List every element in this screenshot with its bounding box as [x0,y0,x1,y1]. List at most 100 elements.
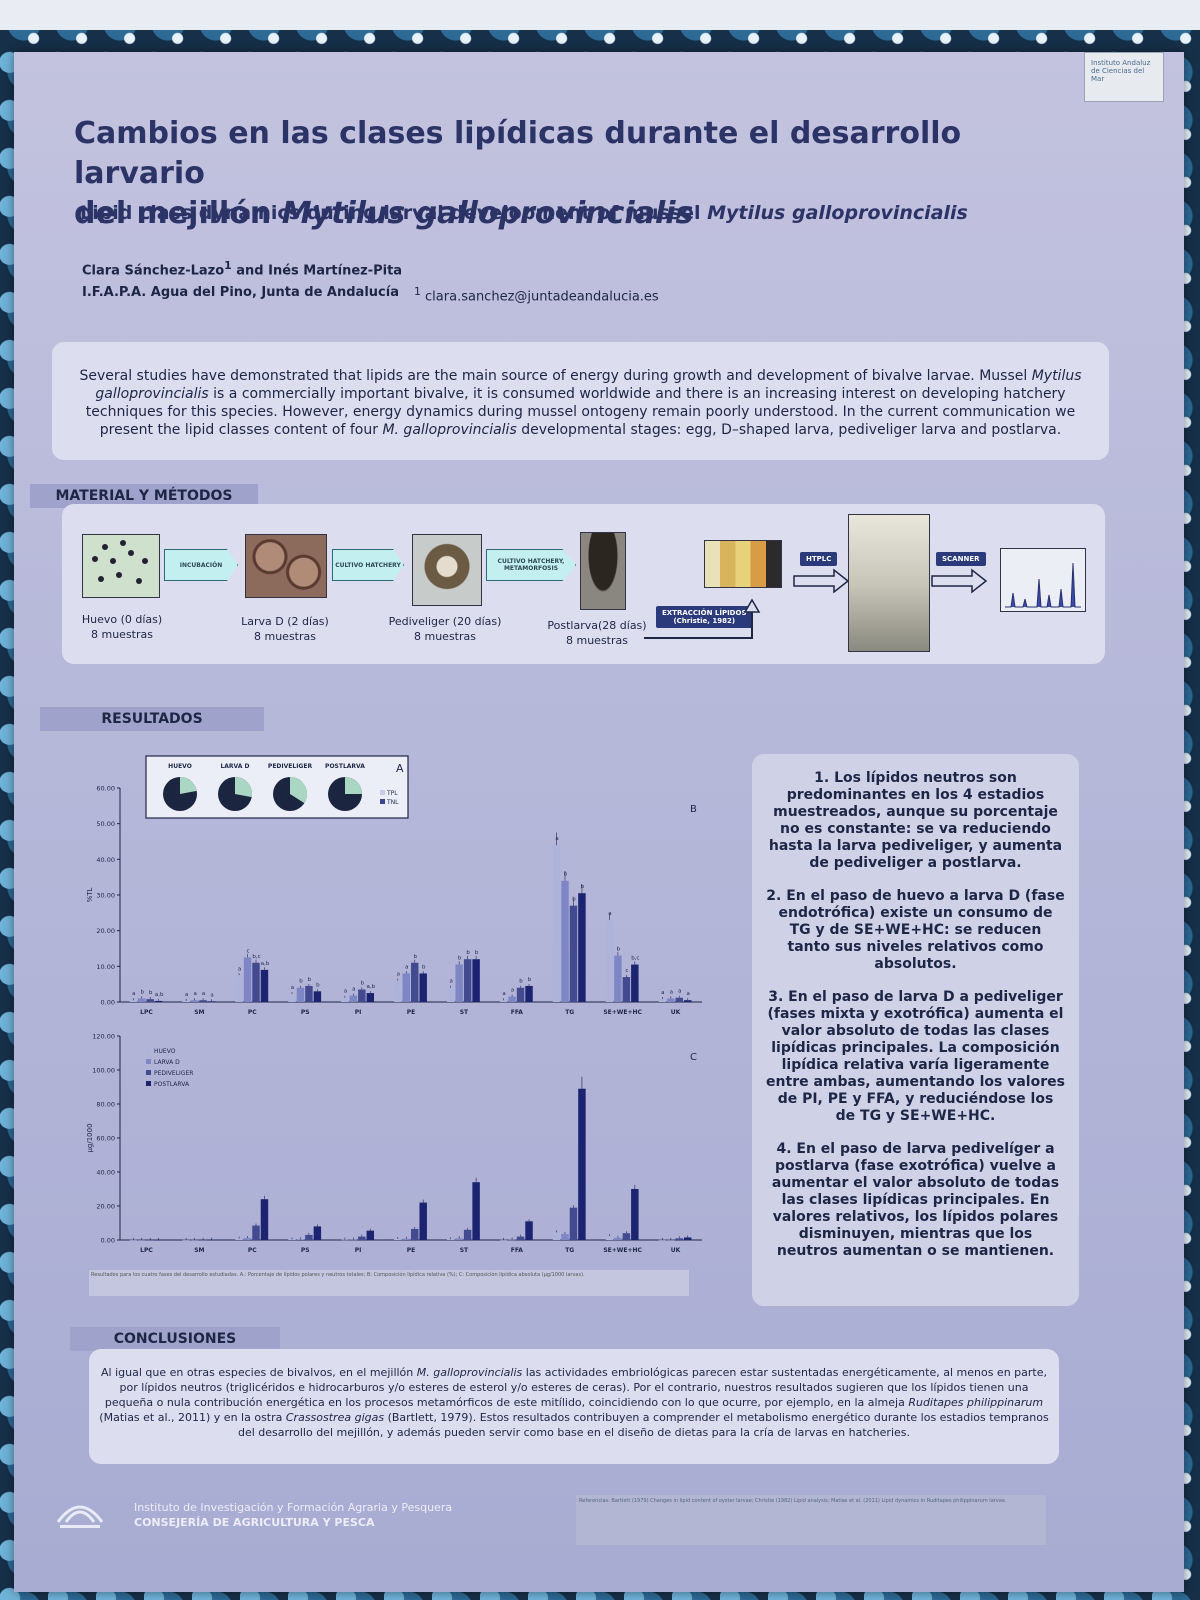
title-species: Mytilus galloprovincialis [281,196,694,231]
bar [146,999,154,1002]
larva-d-image [245,534,327,598]
x-category-label: FFA [511,1247,524,1254]
pie-slice-tpl [345,777,362,794]
bar [675,997,684,1002]
x-category-label: UK [671,1247,681,1254]
x-category-label: SE+WE+HC [603,1247,642,1254]
pie-slice-tpl [235,777,252,798]
bar [243,1237,252,1240]
bar [252,1225,260,1240]
x-category-label: LPC [140,1009,153,1016]
bar [129,1239,137,1241]
bar-significance-label: a [193,991,196,997]
bar [684,1237,692,1240]
bar [455,1238,463,1240]
bar [394,980,402,1002]
bar [516,987,525,1002]
x-category-label: PS [301,1247,310,1254]
y-tick-label: 40.00 [96,1169,115,1177]
figure-caption: Resultados para los cuatro fases del des… [89,1270,689,1296]
arrow-incubation: INCUBACIÓN [164,549,238,581]
bar [235,975,243,1002]
bar-significance-label: b [361,981,365,987]
stage-samples: 8 muestras [254,630,316,643]
y-tick-label: 20.00 [96,927,115,935]
bar-significance-label: a [202,991,205,997]
bar [411,1228,419,1240]
bar [296,1239,305,1240]
pediveliger-image [412,534,482,606]
introduction-text: Several studies have demonstrated that l… [52,342,1109,464]
bar [516,1236,525,1240]
egg-image [82,534,160,598]
bar-significance-label: b [299,979,303,985]
bar [182,1239,190,1241]
bar [667,998,675,1002]
x-category-label: PI [355,1009,362,1016]
arrow-hatchery: CULTIVO HATCHERY [332,549,404,581]
results-charts: A HUEVO LARVA D PEDIVELIGER POSTLARVA TPL TNL 0… [86,755,702,1254]
stage-pediveliger-label: Pediveliger (20 días) 8 muestras [385,614,505,644]
x-category-label: UK [671,1009,681,1016]
bar [137,998,146,1002]
bar-significance-label: a,b [155,992,164,998]
bar [207,1239,216,1241]
bar [235,1238,243,1240]
bar [561,880,569,1002]
intro-species: M. galloprovincialis [382,422,517,438]
lipid-vials-image [704,540,782,588]
conclusion-part: las actividades embriológicas parecen es… [104,1366,1047,1409]
footer-line-2: CONSEJERÍA DE AGRICULTURA Y PESCA [134,1516,375,1529]
results-summary-box: 1. Los lípidos neutros son predominantes… [752,754,1079,1306]
bar-significance-label: b [528,977,532,983]
x-category-label: FFA [511,1009,524,1016]
bar [569,1207,578,1240]
bar [419,973,427,1002]
bar [419,1202,427,1240]
junta-logo-icon [56,1505,104,1528]
bar [622,1233,631,1240]
title-line2: del mejillón [74,196,282,231]
bar-significance-label: c [247,948,250,954]
pie-category-label: PEDIVELIGER [268,763,313,770]
bar [499,1239,508,1241]
bar [260,1199,269,1240]
bar [154,1000,163,1002]
result-point-1: 1. Los lípidos neutros son predominantes… [768,770,1063,871]
x-category-label: SE+WE+HC [603,1009,642,1016]
bar [658,999,667,1002]
bar-legend-label: PEDIVELIGER [154,1070,193,1077]
poster-subtitle: Lipid class dynamics during larval devel… [80,202,968,224]
bar-significance-label: a [405,964,408,970]
bar-significance-label: b [316,982,320,988]
y-tick-label: 100.00 [92,1067,115,1075]
y-tick-label: 10.00 [96,963,115,971]
bar [137,1239,146,1241]
bar [243,957,252,1002]
result-point-4: 4. En el paso de larva pedivelíger a pos… [771,1141,1060,1259]
pie-category-label: LARVA D [220,763,249,770]
chromatogram-image [1000,548,1086,612]
extraction-tag: EXTRACCIÓN LÍPIDOS (Christie, 1982) [656,606,753,628]
footer-institution: Instituto de Investigación y Formación A… [134,1500,452,1530]
stage-name: Larva D (2 días) [241,615,329,628]
bar [341,1239,349,1241]
introduction-box: Several studies have demonstrated that l… [52,342,1109,460]
bar [472,959,480,1002]
bar-significance-label: a [608,911,611,917]
x-category-label: PS [301,1009,310,1016]
bar [190,1000,199,1002]
email-sup: 1 [414,285,421,298]
bar-significance-label: b [617,947,621,953]
bar [358,1236,366,1240]
x-category-label: ST [460,1247,469,1254]
conclusion-species: M. galloprovincialis [416,1366,523,1379]
bar-significance-label: c [625,968,628,974]
y-axis-label: μg/1000 [86,1123,94,1152]
conclusion-part: (Matias et al., 2011) y en la ostra [99,1411,286,1424]
htplc-tag: HTPLC [800,552,838,566]
scanner-arrow-icon [931,568,988,594]
y-tick-label: 50.00 [96,820,115,828]
subtitle-text: Lipid class dynamics during larval devel… [80,202,708,224]
x-category-label: SM [194,1009,204,1016]
